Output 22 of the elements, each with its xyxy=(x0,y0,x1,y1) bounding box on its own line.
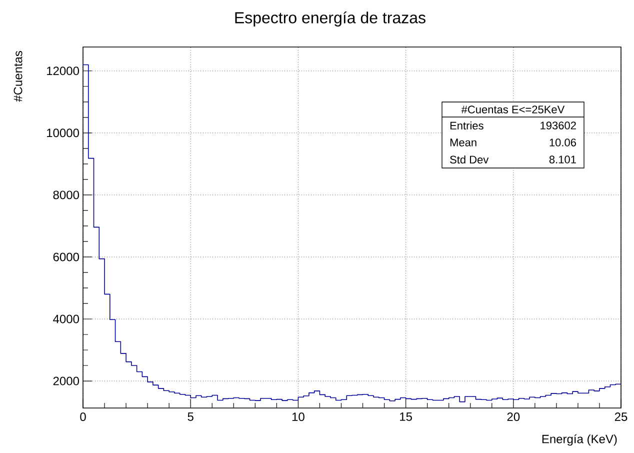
annotation: #Cuentas E<=25KeV xyxy=(461,106,565,114)
annotation: 10.06 xyxy=(550,138,576,146)
x-tick-label: 10 xyxy=(292,412,304,422)
x-tick-label: 20 xyxy=(507,412,520,422)
x-axis-title: Energía (KeV) xyxy=(542,434,617,446)
y-tick-label: 2000 xyxy=(53,376,79,386)
y-axis-title: #Cuentas xyxy=(14,50,22,102)
y-tick-label: 6000 xyxy=(53,252,79,262)
annotation: Std Dev xyxy=(450,155,489,164)
chart-title: Espectro energía de trazas xyxy=(235,11,426,27)
y-tick-label: 10000 xyxy=(47,128,79,138)
x-tick-label: 5 xyxy=(188,412,194,421)
x-tick-label: 0 xyxy=(80,412,86,422)
annotation: 8.101 xyxy=(549,156,576,164)
x-tick-label: 15 xyxy=(400,412,412,421)
y-tick-label: 12000 xyxy=(47,66,79,76)
annotation: Mean xyxy=(450,138,476,146)
annotation: Entries xyxy=(450,121,484,130)
y-tick-label: 4000 xyxy=(53,314,79,324)
y-tick-label: 8000 xyxy=(53,190,79,200)
x-tick-label: 25 xyxy=(614,412,628,422)
annotation: 193602 xyxy=(540,122,576,130)
